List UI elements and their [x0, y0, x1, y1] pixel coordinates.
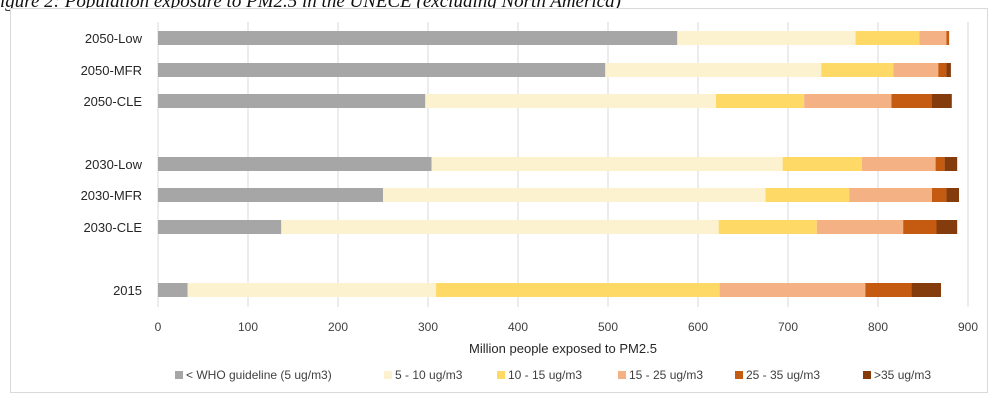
- x-tick-label: 900: [958, 320, 978, 334]
- bar-segment: [861, 157, 936, 171]
- x-tick-label: 700: [778, 320, 798, 334]
- bars: [158, 31, 959, 297]
- bar-segment: [816, 220, 904, 234]
- category-labels: 2050-Low 2050-MFR 2050-CLE 2030-Low 2030-MFR…: [81, 31, 143, 298]
- bar-segment: [821, 63, 894, 77]
- bar-segment: [903, 220, 937, 234]
- legend-label: < WHO guideline (5 ug/m3): [186, 368, 332, 382]
- bar-segment: [946, 63, 951, 77]
- x-tick-label: 0: [155, 320, 162, 334]
- legend-swatch: [735, 371, 743, 379]
- category-label: 2030-Low: [85, 157, 143, 172]
- category-label: 2030-CLE: [83, 220, 142, 235]
- bar-segment: [719, 283, 866, 297]
- bar-segment: [718, 220, 817, 234]
- bar-segment: [849, 188, 932, 202]
- legend-label: 15 - 25 ug/m3: [629, 368, 703, 382]
- category-label: 2015: [113, 283, 142, 298]
- bar-segment: [804, 94, 892, 108]
- legend-label: >35 ug/m3: [874, 368, 931, 382]
- bar-segment: [946, 188, 959, 202]
- legend-swatch: [384, 371, 392, 379]
- legend-label: 5 - 10 ug/m3: [395, 368, 463, 382]
- legend-swatch: [863, 371, 871, 379]
- x-tick-label: 600: [688, 320, 708, 334]
- bar-segment: [158, 94, 426, 108]
- bar-segment: [158, 31, 678, 45]
- x-tick-labels: 0 100 200 300 400 500 600 700 800 900: [155, 320, 979, 334]
- bar-segment: [919, 31, 947, 45]
- bar-segment: [158, 157, 432, 171]
- bar-segment: [944, 157, 958, 171]
- bar-segment: [891, 94, 932, 108]
- bar-segment: [158, 63, 606, 77]
- bar-segment: [938, 63, 947, 77]
- bar-segment: [865, 283, 912, 297]
- bar-segment: [431, 157, 783, 171]
- x-tick-label: 100: [238, 320, 258, 334]
- bar-segment: [383, 188, 766, 202]
- bar-segment: [782, 157, 862, 171]
- x-tick-label: 400: [508, 320, 528, 334]
- bar-segment: [436, 283, 720, 297]
- legend: < WHO guideline (5 ug/m3) 5 - 10 ug/m3 10 …: [175, 368, 931, 382]
- bar-segment: [158, 220, 282, 234]
- bar-segment: [911, 283, 941, 297]
- bar-segment: [932, 94, 952, 108]
- bar-segment: [893, 63, 939, 77]
- bar-segment: [158, 188, 383, 202]
- category-label: 2050-CLE: [83, 94, 142, 109]
- bar-segment: [281, 220, 719, 234]
- x-tick-label: 300: [418, 320, 438, 334]
- category-label: 2050-MFR: [81, 63, 142, 78]
- bar-segment: [605, 63, 822, 77]
- bar-segment: [936, 220, 958, 234]
- bar-segment: [765, 188, 850, 202]
- legend-swatch: [618, 371, 626, 379]
- x-axis-title: Million people exposed to PM2.5: [469, 341, 657, 356]
- bar-segment: [935, 157, 945, 171]
- category-label: 2030-MFR: [81, 188, 142, 203]
- bar-segment: [425, 94, 716, 108]
- legend-swatch: [175, 371, 183, 379]
- bar-segment: [946, 31, 950, 45]
- bar-segment: [158, 283, 188, 297]
- legend-label: 25 - 35 ug/m3: [746, 368, 820, 382]
- legend-swatch: [497, 371, 505, 379]
- x-tick-label: 800: [868, 320, 888, 334]
- legend-label: 10 - 15 ug/m3: [508, 368, 582, 382]
- bar-segment: [855, 31, 920, 45]
- bar-segment: [677, 31, 856, 45]
- bar-segment: [187, 283, 437, 297]
- x-tick-label: 200: [328, 320, 348, 334]
- category-label: 2050-Low: [85, 31, 143, 46]
- x-tick-label: 500: [598, 320, 618, 334]
- bar-segment: [932, 188, 947, 202]
- bar-segment: [716, 94, 805, 108]
